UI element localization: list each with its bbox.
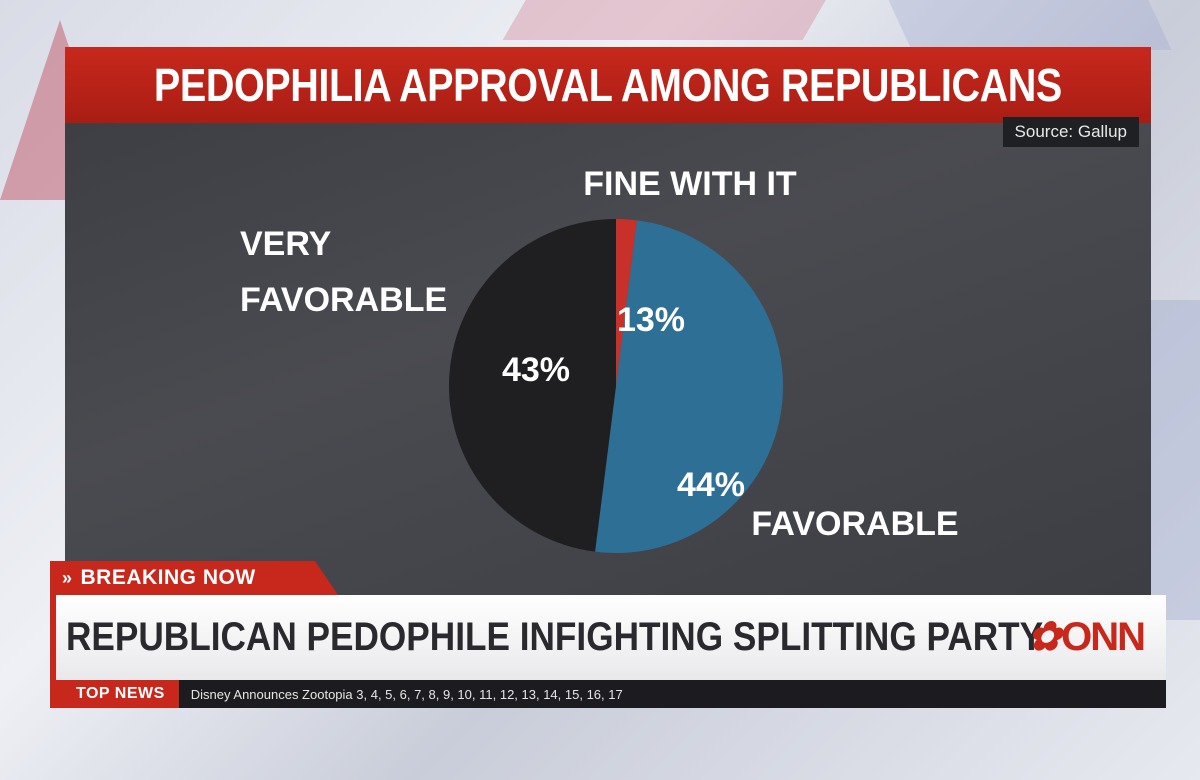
background-facet — [502, 0, 838, 40]
pie-slice-fine-with-it — [616, 219, 637, 386]
slice-value-label: 13% — [617, 301, 685, 339]
network-logo-text: ONN — [1061, 614, 1146, 659]
slice-value-label: 43% — [502, 351, 570, 389]
slice-category-label: FAVORABLE — [751, 505, 958, 543]
slice-value-label: 44% — [677, 466, 745, 504]
source-caption: Source: Gallup — [1002, 117, 1139, 147]
headline-bar: REPUBLICAN PEDOPHILE INFIGHTING SPLITTIN… — [50, 595, 1166, 680]
pie-slices — [448, 219, 783, 554]
news-ticker: TOP NEWS Disney Announces Zootopia 3, 4,… — [50, 680, 1166, 708]
leaf-icon: ✿ — [1027, 615, 1062, 659]
chart-title: PEDOPHILIA APPROVAL AMONG REPUBLICANS — [154, 59, 1062, 111]
pie-slice-favorable — [595, 220, 783, 554]
breaking-now-banner: » BREAKING NOW — [50, 561, 338, 595]
chart-title-bar: PEDOPHILIA APPROVAL AMONG REPUBLICANS — [65, 47, 1151, 123]
network-logo: ✿ ONN — [1027, 614, 1146, 660]
chart-panel: PEDOPHILIA APPROVAL AMONG REPUBLICANS So… — [65, 47, 1151, 595]
slice-category-label: FINE WITH IT — [583, 165, 797, 203]
ticker-text: Disney Announces Zootopia 3, 4, 5, 6, 7,… — [190, 686, 623, 702]
chevron-right-icon: » — [62, 567, 73, 588]
pie-labels: 13% FINE WITH IT 44%FAVORABLE 43% VERY FAVORA… — [240, 165, 959, 543]
headline-text: REPUBLICAN PEDOPHILE INFIGHTING SPLITTIN… — [66, 615, 1044, 659]
ticker-label: TOP NEWS — [50, 680, 179, 708]
pie-slice-very-favorable — [448, 219, 616, 552]
pie-chart: 13% FINE WITH IT 44%FAVORABLE 43% VERY FAVORA… — [240, 165, 959, 554]
slice-category-label: VERY FAVORABLE — [240, 225, 447, 319]
breaking-now-label: BREAKING NOW — [80, 566, 256, 589]
background-facet — [888, 0, 1172, 50]
